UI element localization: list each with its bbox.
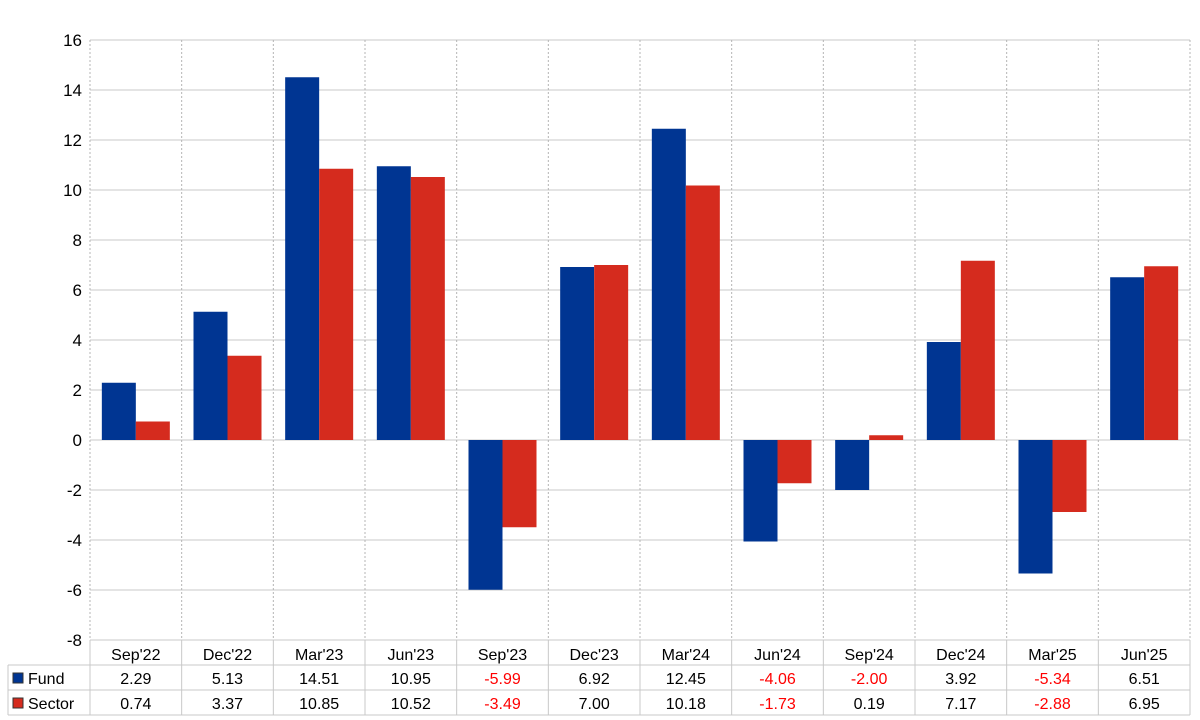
legend-label-fund: Fund — [28, 671, 64, 688]
x-tick-label: Jun'24 — [754, 647, 801, 664]
x-tick-label: Dec'22 — [203, 647, 252, 664]
x-tick-label: Dec'23 — [570, 647, 619, 664]
data-label: -3.49 — [484, 696, 521, 713]
bar-sector — [1052, 440, 1087, 512]
data-label: 10.52 — [391, 696, 431, 713]
x-tick-label: Sep'23 — [478, 647, 527, 664]
legend-swatch-sector — [12, 697, 24, 709]
data-table: Sep'22 Dec'22 Mar'23 Jun'23 Sep'23 Dec'23 Mar'… — [7, 639, 1191, 716]
data-label: 7.00 — [579, 696, 610, 713]
x-tick-label: Mar'23 — [295, 647, 344, 664]
data-label: 12.45 — [666, 671, 706, 688]
data-label: -5.99 — [484, 671, 521, 688]
bar-fund — [926, 342, 961, 440]
y-tick-label: 12 — [63, 131, 82, 150]
bar-fund — [468, 440, 503, 590]
data-label: -2.00 — [851, 671, 888, 688]
bar-fund — [101, 382, 136, 440]
bar-fund — [835, 440, 870, 490]
data-label: 6.51 — [1129, 671, 1160, 688]
bar-sector — [1144, 266, 1179, 440]
x-tick-label: Sep'24 — [845, 647, 894, 664]
y-tick-label: 2 — [73, 381, 82, 400]
x-tick-label: Sep'22 — [111, 647, 160, 664]
y-tick-label: 4 — [73, 331, 82, 350]
x-tick-label: Jun'25 — [1121, 647, 1168, 664]
data-label: 5.13 — [212, 671, 243, 688]
data-label: -4.06 — [759, 671, 796, 688]
data-label: -2.88 — [1034, 696, 1071, 713]
data-label: 7.17 — [945, 696, 976, 713]
y-tick-label: 16 — [63, 31, 82, 50]
bar-sector — [410, 177, 445, 440]
y-tick-label: 0 — [73, 431, 82, 450]
y-tick-label: 10 — [63, 181, 82, 200]
bar-fund — [193, 311, 228, 440]
x-tick-label: Jun'23 — [388, 647, 435, 664]
data-label: 10.18 — [666, 696, 706, 713]
data-label: 3.92 — [945, 671, 976, 688]
bar-fund — [743, 440, 778, 542]
y-tick-label: 6 — [73, 281, 82, 300]
data-label: 14.51 — [299, 671, 339, 688]
data-label: 6.92 — [579, 671, 610, 688]
data-label: 10.85 — [299, 696, 339, 713]
bar-fund — [560, 267, 595, 440]
legend-label-sector: Sector — [28, 696, 75, 713]
data-label: -1.73 — [759, 696, 796, 713]
y-tick-label: -6 — [67, 581, 82, 600]
bar-fund — [651, 128, 686, 440]
y-tick-label: -8 — [67, 631, 82, 650]
y-tick-label: -2 — [67, 481, 82, 500]
bar-sector — [685, 185, 720, 440]
data-label: 6.95 — [1129, 696, 1160, 713]
data-label: -5.34 — [1034, 671, 1071, 688]
bar-sector — [777, 440, 812, 484]
x-tick-label: Mar'24 — [662, 647, 711, 664]
bar-sector — [869, 435, 904, 440]
chart-bars — [101, 77, 1179, 590]
bar-fund — [376, 166, 411, 440]
data-label: 0.74 — [120, 696, 151, 713]
y-tick-label: 8 — [73, 231, 82, 250]
bar-sector — [960, 260, 995, 440]
data-label: 3.37 — [212, 696, 243, 713]
bar-sector — [227, 355, 262, 440]
y-tick-label: 14 — [63, 81, 82, 100]
bar-sector — [594, 265, 629, 440]
y-axis: 16 14 12 10 8 6 4 2 0 -2 -4 -6 -8 — [63, 31, 82, 650]
bar-sector — [319, 168, 354, 440]
data-label: 2.29 — [120, 671, 151, 688]
data-label: 10.95 — [391, 671, 431, 688]
bar-sector — [502, 440, 537, 528]
bar-fund — [285, 77, 320, 440]
data-label: 0.19 — [854, 696, 885, 713]
bar-fund — [1110, 277, 1145, 440]
bar-fund — [1018, 440, 1053, 574]
x-tick-label: Mar'25 — [1028, 647, 1077, 664]
legend-swatch-fund — [12, 672, 24, 684]
x-tick-label: Dec'24 — [936, 647, 985, 664]
bar-sector — [135, 421, 170, 440]
y-tick-label: -4 — [67, 531, 82, 550]
